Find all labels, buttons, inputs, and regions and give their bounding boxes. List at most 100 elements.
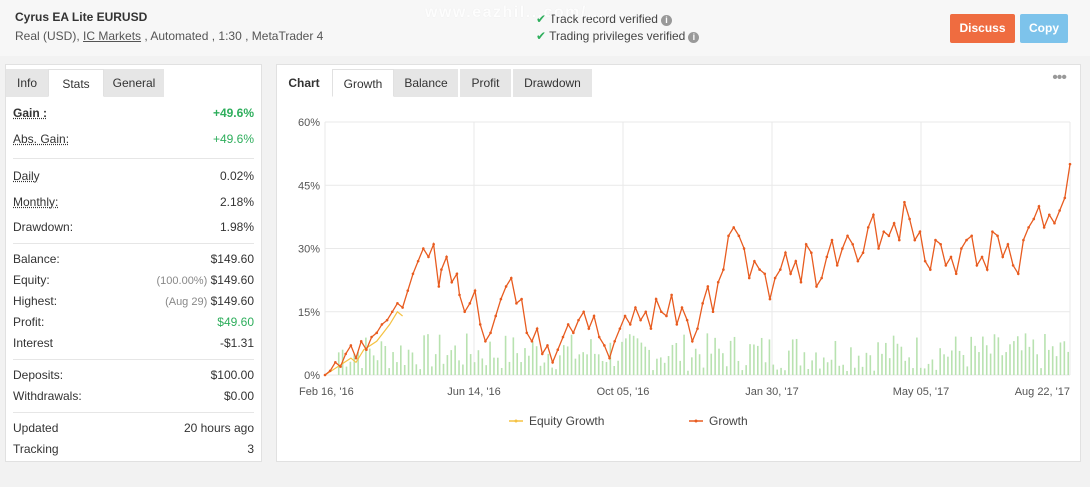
volume-bar <box>524 348 526 375</box>
data-point <box>468 302 472 305</box>
copy-button[interactable]: Copy <box>1020 14 1068 43</box>
growth-chart: 0% 15% 30% 45% 60% Feb 16, '16 Jun 14, '16 Oct… <box>298 117 1072 428</box>
volume-bar <box>900 346 903 375</box>
stat-interest: Interest -$1.31 <box>13 336 254 350</box>
volume-bar <box>601 360 604 375</box>
more-options-icon[interactable]: ••• <box>1052 69 1067 86</box>
volume-bar <box>873 370 876 375</box>
left-tabs: Info Stats General <box>6 65 261 97</box>
volume-bar <box>419 369 422 375</box>
volume-bar <box>1028 346 1031 375</box>
volume-bar <box>396 362 398 375</box>
data-point <box>711 310 715 314</box>
data-point <box>416 259 420 263</box>
data-point <box>649 327 653 330</box>
data-point <box>334 361 337 364</box>
data-point <box>944 264 948 267</box>
tab-drawdown[interactable]: Drawdown <box>513 69 592 97</box>
data-point <box>1011 264 1015 267</box>
tab-balance[interactable]: Balance <box>394 69 458 97</box>
volume-bar <box>811 360 813 375</box>
volume-bar <box>908 357 910 375</box>
y-tick-label: 60% <box>298 117 320 129</box>
discuss-button[interactable]: Discuss <box>950 14 1015 43</box>
volume-bar <box>458 360 460 375</box>
x-tick-label: Jan 30, '17 <box>745 386 798 398</box>
data-point <box>758 268 761 271</box>
info-icon[interactable]: i <box>688 32 700 43</box>
data-point <box>934 238 937 242</box>
trading-privileges-verified: ✔ Trading privileges verified i <box>536 29 700 43</box>
data-point <box>954 272 958 276</box>
volume-bar <box>826 362 829 375</box>
volume-bar <box>380 341 383 375</box>
volume-bar <box>846 370 848 375</box>
volume-bar <box>357 351 359 375</box>
account-type: Real (USD), <box>15 29 84 43</box>
volume-bar <box>691 357 693 375</box>
volume-bar <box>768 339 771 375</box>
volume-bar <box>838 365 841 375</box>
data-point <box>768 297 772 301</box>
data-point <box>732 226 736 229</box>
volume-bar <box>819 368 821 375</box>
data-point <box>458 293 461 297</box>
tab-chart[interactable]: Chart <box>280 69 328 97</box>
data-point <box>815 285 818 288</box>
data-point <box>525 331 529 335</box>
data-point <box>577 318 580 322</box>
data-point <box>747 276 751 280</box>
volume-bar <box>753 344 755 375</box>
volume-bar <box>489 341 491 375</box>
volume-bar <box>791 339 794 375</box>
tab-info[interactable]: Info <box>6 69 48 97</box>
stat-updated: Updated 20 hours ago <box>13 421 254 435</box>
data-point <box>354 356 358 360</box>
volume-bar <box>512 337 515 375</box>
volume-bar <box>543 362 546 375</box>
data-point <box>432 242 435 246</box>
stat-profit: Profit: $49.60 <box>13 315 254 329</box>
volume-bar <box>722 353 724 375</box>
volume-bar <box>993 334 996 375</box>
broker-link[interactable]: IC Markets <box>83 29 142 43</box>
data-point <box>520 297 523 301</box>
volume-bar <box>741 370 744 375</box>
data-point <box>628 323 632 326</box>
account-name: Cyrus EA Lite EURUSD <box>15 10 148 24</box>
volume-bar <box>939 348 941 375</box>
stat-tracking: Tracking 3 <box>13 442 254 456</box>
volume-bar <box>706 333 709 375</box>
data-point <box>380 323 384 326</box>
data-point <box>406 289 410 292</box>
info-icon[interactable]: i <box>660 15 672 26</box>
data-point <box>328 369 332 373</box>
volume-bar <box>555 369 557 375</box>
data-point <box>385 318 389 322</box>
volume-bar <box>943 354 945 375</box>
data-point <box>706 285 710 288</box>
tab-general[interactable]: General <box>104 69 164 97</box>
volume-bar <box>780 367 782 375</box>
legend-item[interactable]: Growth <box>689 414 748 428</box>
data-point <box>370 335 373 339</box>
volume-bar <box>916 337 918 375</box>
legend-item[interactable]: Equity Growth <box>509 414 604 428</box>
volume-bar <box>465 333 468 375</box>
data-point <box>634 306 637 309</box>
tab-stats[interactable]: Stats <box>48 69 104 97</box>
volume-bar <box>714 337 716 375</box>
volume-bar <box>958 350 961 375</box>
x-axis: Feb 16, '16 Jun 14, '16 Oct 05, '16 Jan 30,… <box>299 386 1070 398</box>
volume-bar <box>1001 355 1004 375</box>
data-point <box>872 213 875 217</box>
volume-bar <box>547 353 550 375</box>
volume-bar <box>376 360 379 375</box>
tab-profit[interactable]: Profit <box>460 69 511 97</box>
volume-bar <box>497 357 499 375</box>
data-point <box>644 310 648 314</box>
volume-bar <box>407 349 410 375</box>
volume-bar <box>935 369 938 375</box>
divider <box>13 412 254 413</box>
tab-growth[interactable]: Growth <box>332 69 394 97</box>
